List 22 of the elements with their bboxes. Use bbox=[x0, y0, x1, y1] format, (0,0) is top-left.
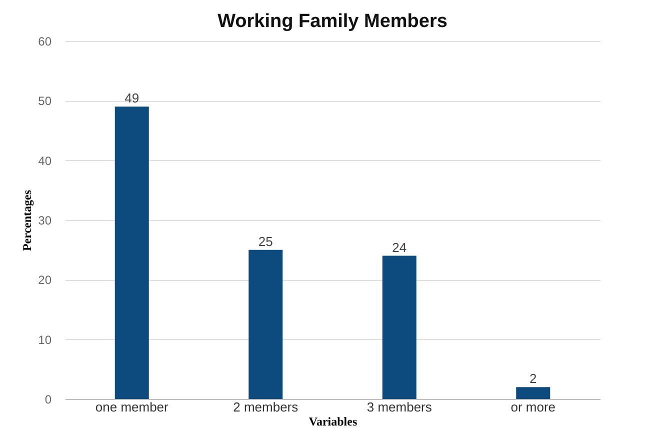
x-tick-label: or more bbox=[510, 400, 556, 414]
x-tick-label: 2 members bbox=[233, 400, 299, 414]
bar bbox=[248, 250, 283, 399]
x-tick-label: 3 members bbox=[366, 400, 432, 414]
y-tick-label: 10 bbox=[38, 332, 52, 347]
y-tick-label: 30 bbox=[38, 214, 52, 228]
x-tick-label: one member bbox=[95, 400, 170, 414]
x-axis-title: Variables bbox=[308, 414, 358, 428]
y-tick-label: 60 bbox=[38, 34, 52, 48]
y-tick-label: 40 bbox=[38, 154, 52, 168]
chart-title: Working Family Members bbox=[218, 11, 448, 32]
y-axis-title: Percentages bbox=[20, 190, 34, 252]
bar bbox=[382, 256, 416, 399]
data-label: 24 bbox=[392, 240, 407, 255]
bar bbox=[114, 106, 149, 399]
data-label: 2 bbox=[530, 371, 537, 386]
y-tick-label: 50 bbox=[38, 94, 52, 108]
bar bbox=[516, 387, 550, 399]
y-tick-label: 0 bbox=[44, 392, 52, 406]
y-tick-label: 20 bbox=[38, 273, 52, 288]
data-label: 49 bbox=[124, 90, 140, 106]
data-label: 25 bbox=[258, 234, 273, 249]
